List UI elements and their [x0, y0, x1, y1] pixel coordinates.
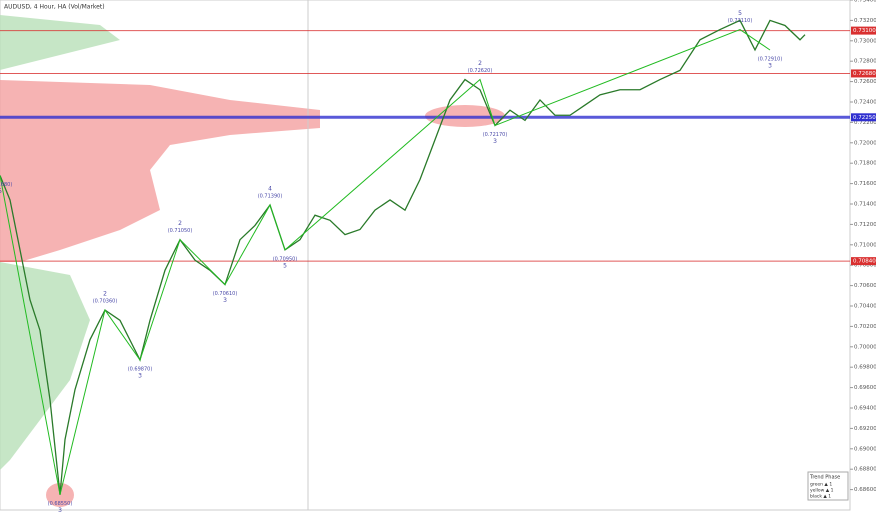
y-tick-label: 0.70000 — [854, 344, 876, 350]
level-label: 0.72680 — [853, 71, 876, 77]
wave-label: 3 — [493, 138, 497, 145]
wave-label: 3 — [58, 507, 62, 514]
y-tick-label: 0.69800 — [854, 365, 876, 371]
y-tick-label: 0.70400 — [854, 304, 876, 310]
zone — [46, 483, 74, 507]
y-tick-label: 0.72000 — [854, 140, 876, 146]
level-tag — [851, 69, 876, 78]
y-tick-label: 0.69400 — [854, 406, 876, 412]
chart-title: AUDUSD, 4 Hour, HA (Vol/Market) — [4, 4, 105, 11]
wave-price: (0.71050) — [168, 228, 193, 234]
y-tick-label: 0.73200 — [854, 18, 876, 24]
wave-price: (0.70610) — [213, 291, 238, 297]
y-tick-label: 0.71200 — [854, 222, 876, 228]
wave-price: (0.72620) — [468, 68, 493, 74]
level-tag — [851, 113, 876, 122]
wave-price: (0.72170) — [483, 132, 508, 138]
wave-label: 5 — [283, 262, 287, 269]
wave-price: (0.72910) — [758, 56, 783, 62]
panel-item: black ▲ 1 — [810, 494, 831, 500]
wave-label: 3 — [223, 297, 227, 304]
y-tick-label: 0.69200 — [854, 426, 876, 432]
y-tick-label: 0.72800 — [854, 59, 876, 65]
level-tag — [851, 257, 876, 266]
wave-label: 4 — [268, 186, 272, 193]
wave-label: 5 — [0, 188, 2, 195]
level-label: 0.72250 — [853, 115, 876, 121]
y-tick-label: 0.71800 — [854, 161, 876, 167]
panel-item: green ▲ 1 — [810, 482, 832, 488]
wave-price: (0.71680) — [0, 182, 12, 188]
y-tick-label: 0.70600 — [854, 283, 876, 289]
y-tick-label: 0.71000 — [854, 242, 876, 248]
wave-label: 2 — [178, 220, 182, 227]
wave-label: 5 — [738, 10, 742, 17]
volume-profile — [0, 80, 320, 262]
wave-zigzag — [0, 29, 771, 495]
y-tick-label: 0.71400 — [854, 202, 876, 208]
y-tick-label: 0.73000 — [854, 38, 876, 44]
y-tick-label: 0.69000 — [854, 446, 876, 452]
y-tick-label: 0.70200 — [854, 324, 876, 330]
plot-area — [0, 0, 851, 511]
y-tick-label: 0.68600 — [854, 487, 876, 493]
level-label: 0.70840 — [853, 259, 876, 265]
y-tick-label: 0.72200 — [854, 120, 876, 126]
wave-label: 2 — [478, 60, 482, 67]
wave-label: 3 — [768, 62, 772, 69]
trend-panel: Trend Phase green ▲ 1 yellow ▲ 1 black ▲… — [807, 471, 849, 501]
panel-box — [807, 471, 849, 501]
price-line — [0, 19, 806, 495]
wave-price: (0.68550) — [48, 501, 73, 507]
panel-title: Trend Phase — [809, 475, 840, 481]
wave-price: (0.71390) — [258, 194, 283, 200]
y-tick-label: 0.72400 — [854, 100, 876, 106]
wave-price: (0.70950) — [273, 256, 298, 262]
y-tick-label: 0.72600 — [854, 79, 876, 85]
wave-label: 3 — [138, 373, 142, 380]
y-tick-label: 0.69600 — [854, 385, 876, 391]
wave-price: (0.73110) — [728, 18, 753, 24]
level-tag — [851, 26, 876, 35]
y-tick-label: 0.73400 — [854, 0, 876, 4]
volume-profile-top — [0, 15, 120, 70]
panel-item: yellow ▲ 1 — [810, 488, 834, 494]
wave-price: (0.69870) — [128, 367, 153, 373]
wave-label: 2 — [103, 291, 107, 298]
y-tick-label: 0.70800 — [854, 263, 876, 269]
wave-price: (0.70360) — [93, 299, 118, 305]
y-tick-label: 0.71600 — [854, 181, 876, 187]
level-label: 0.73100 — [853, 28, 876, 34]
y-tick-label: 0.68800 — [854, 467, 876, 473]
